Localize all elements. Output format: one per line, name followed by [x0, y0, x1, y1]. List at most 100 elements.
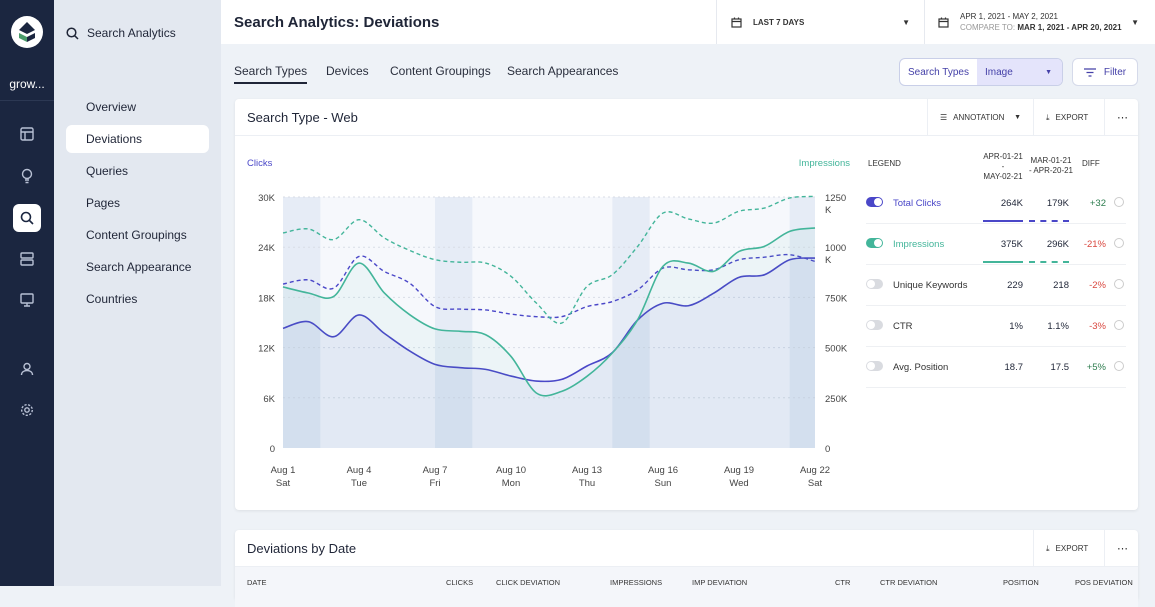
- previous-value: 179K: [1046, 198, 1069, 209]
- info-icon[interactable]: [1114, 361, 1124, 371]
- compare-range: MAR 1, 2021 - APR 20, 2021: [1017, 23, 1122, 32]
- x-tick-date: Aug 19: [724, 465, 754, 476]
- annotation-dropdown[interactable]: ☰ ANNOTATION ▼: [927, 99, 1033, 136]
- toggle[interactable]: [866, 361, 883, 371]
- column-header[interactable]: CLICKS: [446, 578, 474, 587]
- previous-value: 1.1%: [1047, 321, 1069, 332]
- weekend-band: [789, 197, 815, 448]
- y-tick-left: 6K: [263, 394, 275, 405]
- column-header[interactable]: POS DEVIATION: [1075, 578, 1133, 587]
- y-tick-left: 0: [270, 444, 275, 455]
- current-value: 18.7: [1004, 362, 1024, 373]
- y-tick-left: 12K: [258, 344, 276, 355]
- toggle[interactable]: [866, 320, 883, 330]
- x-tick-date: Aug 10: [496, 465, 526, 476]
- column-header[interactable]: POSITION: [1003, 578, 1039, 587]
- tab[interactable]: Search Types: [234, 64, 308, 84]
- layout-icon[interactable]: [13, 120, 41, 148]
- export-button[interactable]: ⤓ EXPORT: [1033, 99, 1104, 136]
- caret-down-icon: ▼: [1045, 68, 1052, 76]
- annotation-label: ANNOTATION: [953, 113, 1005, 122]
- x-tick-day: Sat: [276, 478, 291, 489]
- legend-row: Unique Keywords 229 218 -2%: [866, 265, 1126, 306]
- series-line-3: [282, 195, 816, 325]
- toggle[interactable]: [866, 279, 883, 289]
- filter-icon: [1083, 67, 1096, 77]
- column-header[interactable]: IMP DEVIATION: [692, 578, 748, 587]
- range-dropdown[interactable]: LAST 7 DAYS ▼: [716, 0, 924, 44]
- y-tick-right: 500K: [825, 344, 848, 355]
- lightbulb-icon[interactable]: [13, 162, 41, 190]
- monitor-icon[interactable]: [13, 286, 41, 314]
- legend-diff-header: DIFF: [1082, 159, 1100, 168]
- logo[interactable]: [11, 16, 43, 48]
- info-icon[interactable]: [1114, 279, 1124, 289]
- column-header[interactable]: CLICK DEVIATION: [496, 578, 561, 587]
- previous-value: 17.5: [1050, 362, 1070, 373]
- metric-name: CTR: [893, 321, 913, 332]
- page-title: Search Analytics: Deviations: [234, 14, 440, 31]
- calendar-icon: [731, 17, 742, 28]
- tab[interactable]: Devices: [326, 64, 369, 78]
- nav-item[interactable]: Countries: [66, 285, 209, 313]
- column-header[interactable]: CTR: [835, 578, 851, 587]
- more-icon[interactable]: ⋯: [1104, 99, 1138, 136]
- server-icon[interactable]: [13, 245, 41, 273]
- column-header[interactable]: CTR DEVIATION: [880, 578, 938, 587]
- card-title: Search Type - Web: [247, 110, 358, 125]
- download-icon: ⤓: [1046, 543, 1050, 553]
- nav-item[interactable]: Search Appearance: [66, 253, 209, 281]
- caret-down-icon: ▼: [1014, 114, 1021, 121]
- nav-item-label: Countries: [86, 292, 138, 306]
- nav-item-label: Content Groupings: [86, 228, 187, 242]
- tab[interactable]: Content Groupings: [390, 64, 491, 78]
- workspace-name[interactable]: grow...: [9, 77, 45, 91]
- range-label: LAST 7 DAYS: [753, 17, 805, 27]
- toggle[interactable]: [866, 238, 883, 248]
- filter-label: Filter: [1103, 66, 1127, 78]
- previous-line-swatch: [1029, 261, 1069, 263]
- gear-icon[interactable]: [13, 396, 41, 424]
- sub-nav: [54, 0, 221, 586]
- column-header[interactable]: IMPRESSIONS: [610, 578, 663, 587]
- search-icon: [66, 26, 79, 40]
- filter-button[interactable]: Filter: [1072, 58, 1138, 86]
- info-icon[interactable]: [1114, 320, 1124, 330]
- nav-item[interactable]: Pages: [66, 189, 209, 217]
- x-tick-date: Aug 4: [347, 465, 372, 476]
- legend-row: CTR 1% 1.1% -3%: [866, 306, 1126, 347]
- nav-item[interactable]: Queries: [66, 157, 209, 185]
- nav-item[interactable]: Overview: [66, 93, 209, 121]
- table-header: [235, 567, 1138, 607]
- y-tick-right: 0: [825, 444, 830, 455]
- x-tick-day: Sat: [808, 478, 823, 489]
- chart: 0 0 6K 250K 12K 500K 18K 750K 24K 1000 K 30K 1250 K Cl…: [247, 158, 850, 489]
- export-button[interactable]: ⤓ EXPORT: [1033, 530, 1104, 567]
- nav-item[interactable]: Content Groupings: [66, 221, 209, 249]
- x-tick-day: Tue: [351, 478, 367, 489]
- info-icon[interactable]: [1114, 197, 1124, 207]
- search-types-select[interactable]: Search Types Image ▼: [899, 58, 1063, 86]
- diff-value: +5%: [1086, 362, 1106, 373]
- metric-name: Total Clicks: [893, 198, 942, 209]
- column-header[interactable]: DATE: [247, 578, 267, 587]
- info-icon[interactable]: [1114, 238, 1124, 248]
- tab[interactable]: Search Appearances: [507, 64, 619, 78]
- nav-item-label: Deviations: [86, 132, 143, 146]
- previous-value: 218: [1053, 280, 1069, 291]
- y-tick-left: 24K: [258, 243, 276, 254]
- divider: [0, 100, 54, 101]
- card-title: Deviations by Date: [247, 541, 357, 556]
- series-line-0: [282, 257, 816, 383]
- user-icon[interactable]: [13, 355, 41, 383]
- search-icon[interactable]: [13, 204, 41, 232]
- search-types-value: Image: [985, 66, 1013, 78]
- date-range-dropdown[interactable]: APR 1, 2021 - MAY 2, 2021 COMPARE TO: MA…: [924, 0, 1155, 44]
- nav-item[interactable]: Deviations: [66, 125, 209, 153]
- diff-value: -2%: [1089, 280, 1106, 291]
- more-icon[interactable]: ⋯: [1104, 530, 1138, 567]
- current-line-swatch: [983, 220, 1023, 222]
- current-value: 229: [1007, 280, 1023, 291]
- toggle[interactable]: [866, 197, 883, 207]
- nav-item-label: Queries: [86, 164, 129, 178]
